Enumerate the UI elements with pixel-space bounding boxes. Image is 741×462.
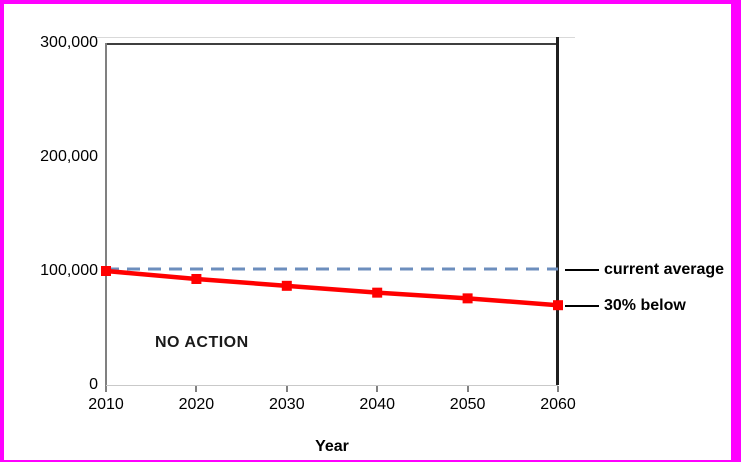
series-label-30-percent-below: 30% below <box>604 297 686 314</box>
y-axis-line <box>105 43 107 392</box>
y-tick-label: 0 <box>89 376 98 393</box>
leader-line-30-percent-below <box>565 305 599 307</box>
plot-right-border <box>556 37 559 385</box>
x-tick-mark <box>195 386 198 392</box>
x-axis-title: Year <box>315 438 349 455</box>
series-marker <box>191 273 202 284</box>
y-tick-label: 300,000 <box>40 34 98 51</box>
x-tick-mark <box>466 386 469 392</box>
annotation-no-action: NO ACTION <box>155 334 249 351</box>
x-axis-line <box>106 385 558 386</box>
x-tick-label: 2020 <box>178 396 215 413</box>
series-marker <box>281 280 292 291</box>
x-tick-label: 2030 <box>269 396 305 413</box>
y-tick-label: 100,000 <box>40 262 98 279</box>
series-label-current-average: current average <box>604 261 725 278</box>
plot-top-border <box>106 43 558 45</box>
x-tick-mark <box>105 386 107 392</box>
x-tick-label: 2050 <box>449 396 486 413</box>
y-tick-label: 200,000 <box>40 148 98 165</box>
x-tick-mark <box>285 386 288 392</box>
x-tick-label: 2040 <box>359 396 395 413</box>
leader-line-current-average <box>565 269 599 271</box>
x-tick-mark <box>376 386 379 392</box>
series-marker <box>372 287 383 298</box>
chart-outer-top-line <box>95 37 575 38</box>
x-tick-label: 2010 <box>88 396 124 413</box>
x-tick-label: 2060 <box>540 396 576 413</box>
series-line-30-below <box>105 268 559 308</box>
series-marker <box>462 293 473 304</box>
x-tick-mark <box>557 386 559 392</box>
